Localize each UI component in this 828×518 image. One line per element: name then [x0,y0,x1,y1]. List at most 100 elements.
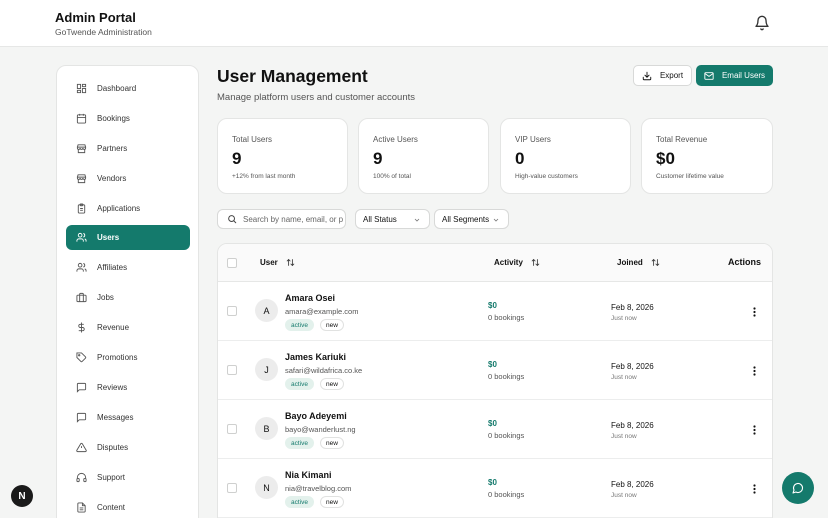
table-row[interactable]: B Bayo Adeyemi bayo@wanderlust.ng active… [218,400,772,459]
sort-icon [651,258,660,267]
column-label: Joined [617,258,643,267]
column-header-user[interactable]: User [260,258,295,267]
message-icon [75,412,87,424]
sidebar-item-affiliates[interactable]: Affiliates [66,255,190,280]
table-row[interactable]: J James Kariuki safari@wildafrica.co.ke … [218,341,772,400]
page-subtitle: Manage platform users and customer accou… [217,92,416,103]
activity-bookings: 0 bookings [488,490,525,499]
segment-filter-select[interactable]: All Segments [434,209,509,229]
stat-note: Customer lifetime value [656,173,724,180]
column-label: Activity [494,258,523,267]
status-badge: active [285,437,314,449]
sidebar-item-label: Promotions [97,353,138,362]
column-header-activity[interactable]: Activity [494,258,540,267]
sidebar-item-revenue[interactable]: Revenue [66,315,190,340]
stat-value: 9 [232,149,242,168]
sidebar-item-label: Affiliates [97,263,128,272]
avatar: N [255,476,278,499]
row-checkbox[interactable] [227,365,237,375]
chevron-down-icon [414,218,420,222]
stat-note: High-value customers [515,173,578,180]
stat-note: +12% from last month [232,173,296,180]
segment-badge: new [320,437,344,449]
sidebar-item-applications[interactable]: Applications [66,196,190,221]
export-label: Export [659,71,684,80]
search-input[interactable] [243,214,343,224]
file-icon [75,502,87,514]
sidebar-item-label: Messages [97,413,134,422]
table-row[interactable]: A Amara Osei amara@example.com active ne… [218,282,772,341]
calendar-icon [75,113,87,125]
stat-card-total-users: Total Users 9 +12% from last month [217,118,348,194]
user-name: James Kariuki [285,352,347,362]
stat-card-active-users: Active Users 9 100% of total [358,118,489,194]
bell-icon[interactable] [754,15,770,31]
sidebar-item-support[interactable]: Support [66,465,190,490]
select-all-checkbox[interactable] [227,258,237,268]
segment-badge: new [320,496,344,508]
table-row[interactable]: N Nia Kimani nia@travelblog.com active n… [218,459,772,518]
sidebar-item-dashboard[interactable]: Dashboard [66,76,190,101]
sidebar-item-label: Jobs [97,293,114,302]
more-actions-icon[interactable] [748,306,760,318]
stat-note: 100% of total [373,173,411,180]
sidebar-item-label: Users [97,233,120,242]
chat-button[interactable] [782,472,814,504]
download-icon [642,71,652,80]
sort-icon [531,258,540,267]
column-label: Actions [728,257,762,267]
avatar: A [255,299,278,322]
sidebar-item-content[interactable]: Content [66,495,190,518]
sidebar-item-promotions[interactable]: Promotions [66,345,190,370]
status-filter-select[interactable]: All Status [355,209,430,229]
stat-value: 0 [515,149,525,168]
stat-value: 9 [373,149,383,168]
app-title: Admin Portal [55,10,136,25]
sidebar-item-label: Revenue [97,323,130,332]
activity-amount: $0 [488,301,497,310]
segment-filter-value: All Segments [442,214,490,224]
users-icon [75,232,87,244]
search-icon [228,215,237,224]
row-checkbox[interactable] [227,306,237,316]
sidebar-item-reviews[interactable]: Reviews [66,375,190,400]
user-email: nia@travelblog.com [285,484,352,493]
activity-amount: $0 [488,419,497,428]
top-bar: Admin Portal GoTwende Administration [0,0,828,47]
more-actions-icon[interactable] [748,365,760,377]
joined-relative: Just now [611,315,637,322]
sidebar-item-label: Vendors [97,174,127,183]
stat-label: Total Users [232,135,273,144]
table-header: User Activity Joined Actions [218,244,772,282]
email-users-button[interactable]: Email Users [696,65,773,86]
sidebar-item-label: Applications [97,204,141,213]
joined-date: Feb 8, 2026 [611,480,654,489]
n-badge[interactable]: N [11,485,33,507]
row-checkbox[interactable] [227,424,237,434]
row-checkbox[interactable] [227,483,237,493]
sidebar-item-jobs[interactable]: Jobs [66,285,190,310]
sidebar-item-users[interactable]: Users [66,225,190,250]
joined-date: Feb 8, 2026 [611,303,654,312]
export-button[interactable]: Export [633,65,692,86]
sidebar-item-vendors[interactable]: Vendors [66,166,190,191]
sidebar-item-label: Disputes [97,443,129,452]
stat-card-vip-users: VIP Users 0 High-value customers [500,118,631,194]
sidebar-item-partners[interactable]: Partners [66,136,190,161]
chat-icon [792,483,803,494]
alert-triangle-icon [75,442,87,454]
more-actions-icon[interactable] [748,424,760,436]
activity-amount: $0 [488,478,497,487]
clipboard-icon [75,203,87,215]
sidebar-item-bookings[interactable]: Bookings [66,106,190,131]
mail-icon [704,71,714,80]
more-actions-icon[interactable] [748,483,760,495]
avatar: B [255,417,278,440]
avatar: J [255,358,278,381]
sidebar-item-disputes[interactable]: Disputes [66,435,190,460]
sidebar-item-messages[interactable]: Messages [66,405,190,430]
sidebar-item-label: Content [97,503,126,512]
search-box[interactable] [217,209,346,229]
column-header-joined[interactable]: Joined [617,258,660,267]
stat-label: VIP Users [515,135,551,144]
